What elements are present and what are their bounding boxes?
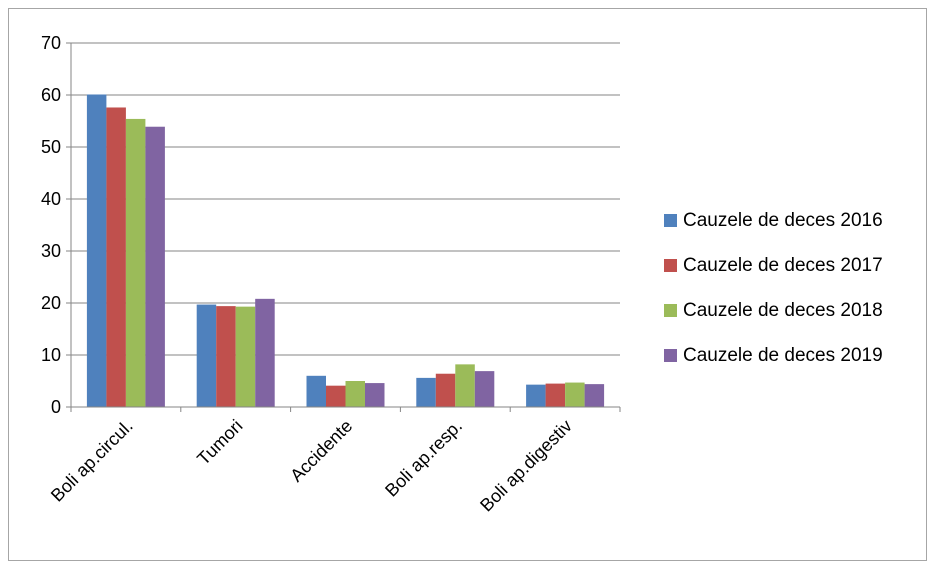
- y-tick-label: 30: [41, 241, 61, 261]
- bar-0-3: [145, 126, 165, 407]
- bar-1-1: [216, 306, 236, 407]
- legend-label: Cauzele de deces 2016: [683, 210, 883, 231]
- bar-3-0: [416, 377, 436, 407]
- legend-swatch: [664, 214, 677, 227]
- legend-swatch: [664, 259, 677, 272]
- legend-item: Cauzele de deces 2018: [664, 300, 883, 321]
- bar-4-1: [545, 383, 566, 407]
- y-tick-label: 10: [41, 345, 61, 365]
- bar-4-2: [565, 382, 585, 407]
- bar-2-1: [326, 385, 346, 407]
- y-tick-label: 20: [41, 293, 61, 313]
- x-category-label: Boli ap.circul.: [47, 416, 137, 506]
- y-tick-label: 0: [51, 397, 61, 417]
- x-category-label: Accidente: [286, 416, 356, 486]
- legend-swatch: [664, 304, 677, 317]
- legend-label: Cauzele de deces 2017: [683, 255, 883, 276]
- bar-4-0: [526, 384, 546, 407]
- x-category-label: Tumori: [193, 416, 246, 469]
- bar-0-0: [86, 94, 107, 407]
- legend-item: Cauzele de deces 2017: [664, 255, 883, 276]
- x-category-label: Boli ap.resp.: [381, 416, 466, 501]
- chart-frame: 0 10 20 30 40 50 60 70 Boli ap.circul. Tumori Acc…: [8, 8, 927, 561]
- legend: Cauzele de deces 2016 Cauzele de deces 20…: [664, 210, 883, 366]
- bar-2-3: [365, 383, 385, 407]
- bar-2-2: [345, 381, 365, 407]
- y-axis-tick-labels: 0 10 20 30 40 50 60 70: [41, 33, 61, 417]
- y-tick-label: 40: [41, 189, 61, 209]
- bar-0-1: [106, 107, 126, 407]
- bar-0-2: [125, 118, 146, 408]
- bars: [86, 94, 605, 408]
- legend-item: Cauzele de deces 2016: [664, 210, 883, 231]
- legend-swatch: [664, 349, 677, 362]
- bar-1-2: [235, 306, 256, 407]
- bar-3-3: [474, 371, 495, 407]
- bar-3-2: [455, 364, 475, 407]
- x-axis-tick-labels: Boli ap.circul. Tumori Accidente Boli ap.re…: [47, 416, 576, 516]
- bar-1-0: [196, 304, 217, 407]
- bar-4-3: [584, 384, 605, 407]
- y-tick-label: 70: [41, 33, 61, 53]
- bar-2-0: [306, 375, 326, 407]
- axes: [66, 42, 621, 412]
- legend-label: Cauzele de deces 2019: [683, 345, 883, 366]
- legend-item: Cauzele de deces 2019: [664, 345, 883, 366]
- bar-chart: 0 10 20 30 40 50 60 70 Boli ap.circul. Tumori Acc…: [41, 33, 883, 516]
- bar-3-1: [435, 373, 456, 407]
- x-category-label: Boli ap.digestiv: [476, 416, 576, 516]
- y-tick-label: 50: [41, 137, 61, 157]
- y-tick-label: 60: [41, 85, 61, 105]
- legend-label: Cauzele de deces 2018: [683, 300, 883, 321]
- bar-1-3: [255, 298, 275, 407]
